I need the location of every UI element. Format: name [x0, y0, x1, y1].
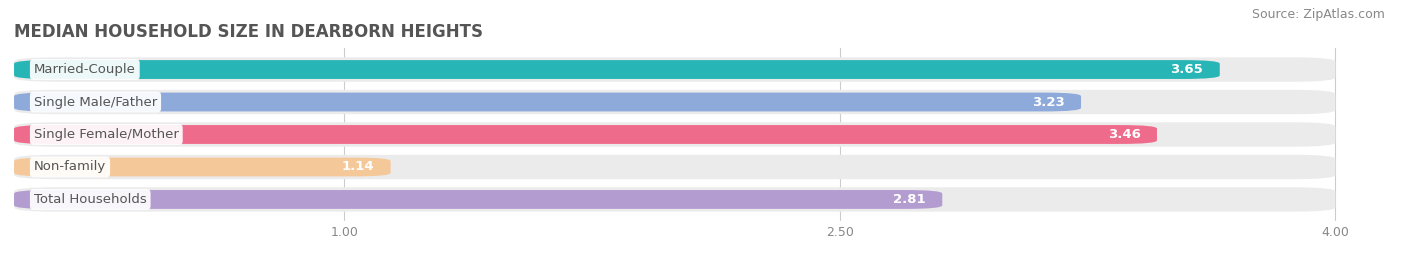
Text: 3.65: 3.65	[1170, 63, 1204, 76]
Text: MEDIAN HOUSEHOLD SIZE IN DEARBORN HEIGHTS: MEDIAN HOUSEHOLD SIZE IN DEARBORN HEIGHT…	[14, 23, 484, 41]
Text: Source: ZipAtlas.com: Source: ZipAtlas.com	[1251, 8, 1385, 21]
FancyBboxPatch shape	[14, 155, 1336, 179]
FancyBboxPatch shape	[14, 122, 1336, 147]
FancyBboxPatch shape	[14, 57, 1336, 82]
Text: Single Male/Father: Single Male/Father	[34, 95, 157, 108]
Text: Single Female/Mother: Single Female/Mother	[34, 128, 179, 141]
FancyBboxPatch shape	[14, 90, 1336, 114]
FancyBboxPatch shape	[14, 125, 1157, 144]
FancyBboxPatch shape	[14, 187, 1336, 212]
FancyBboxPatch shape	[14, 60, 1220, 79]
Text: Married-Couple: Married-Couple	[34, 63, 136, 76]
Text: 1.14: 1.14	[342, 161, 374, 174]
Text: Total Households: Total Households	[34, 193, 146, 206]
Text: 2.81: 2.81	[893, 193, 925, 206]
FancyBboxPatch shape	[14, 93, 1081, 111]
Text: 3.46: 3.46	[1108, 128, 1140, 141]
Text: Non-family: Non-family	[34, 161, 105, 174]
FancyBboxPatch shape	[14, 190, 942, 209]
Text: 3.23: 3.23	[1032, 95, 1064, 108]
FancyBboxPatch shape	[14, 158, 391, 176]
